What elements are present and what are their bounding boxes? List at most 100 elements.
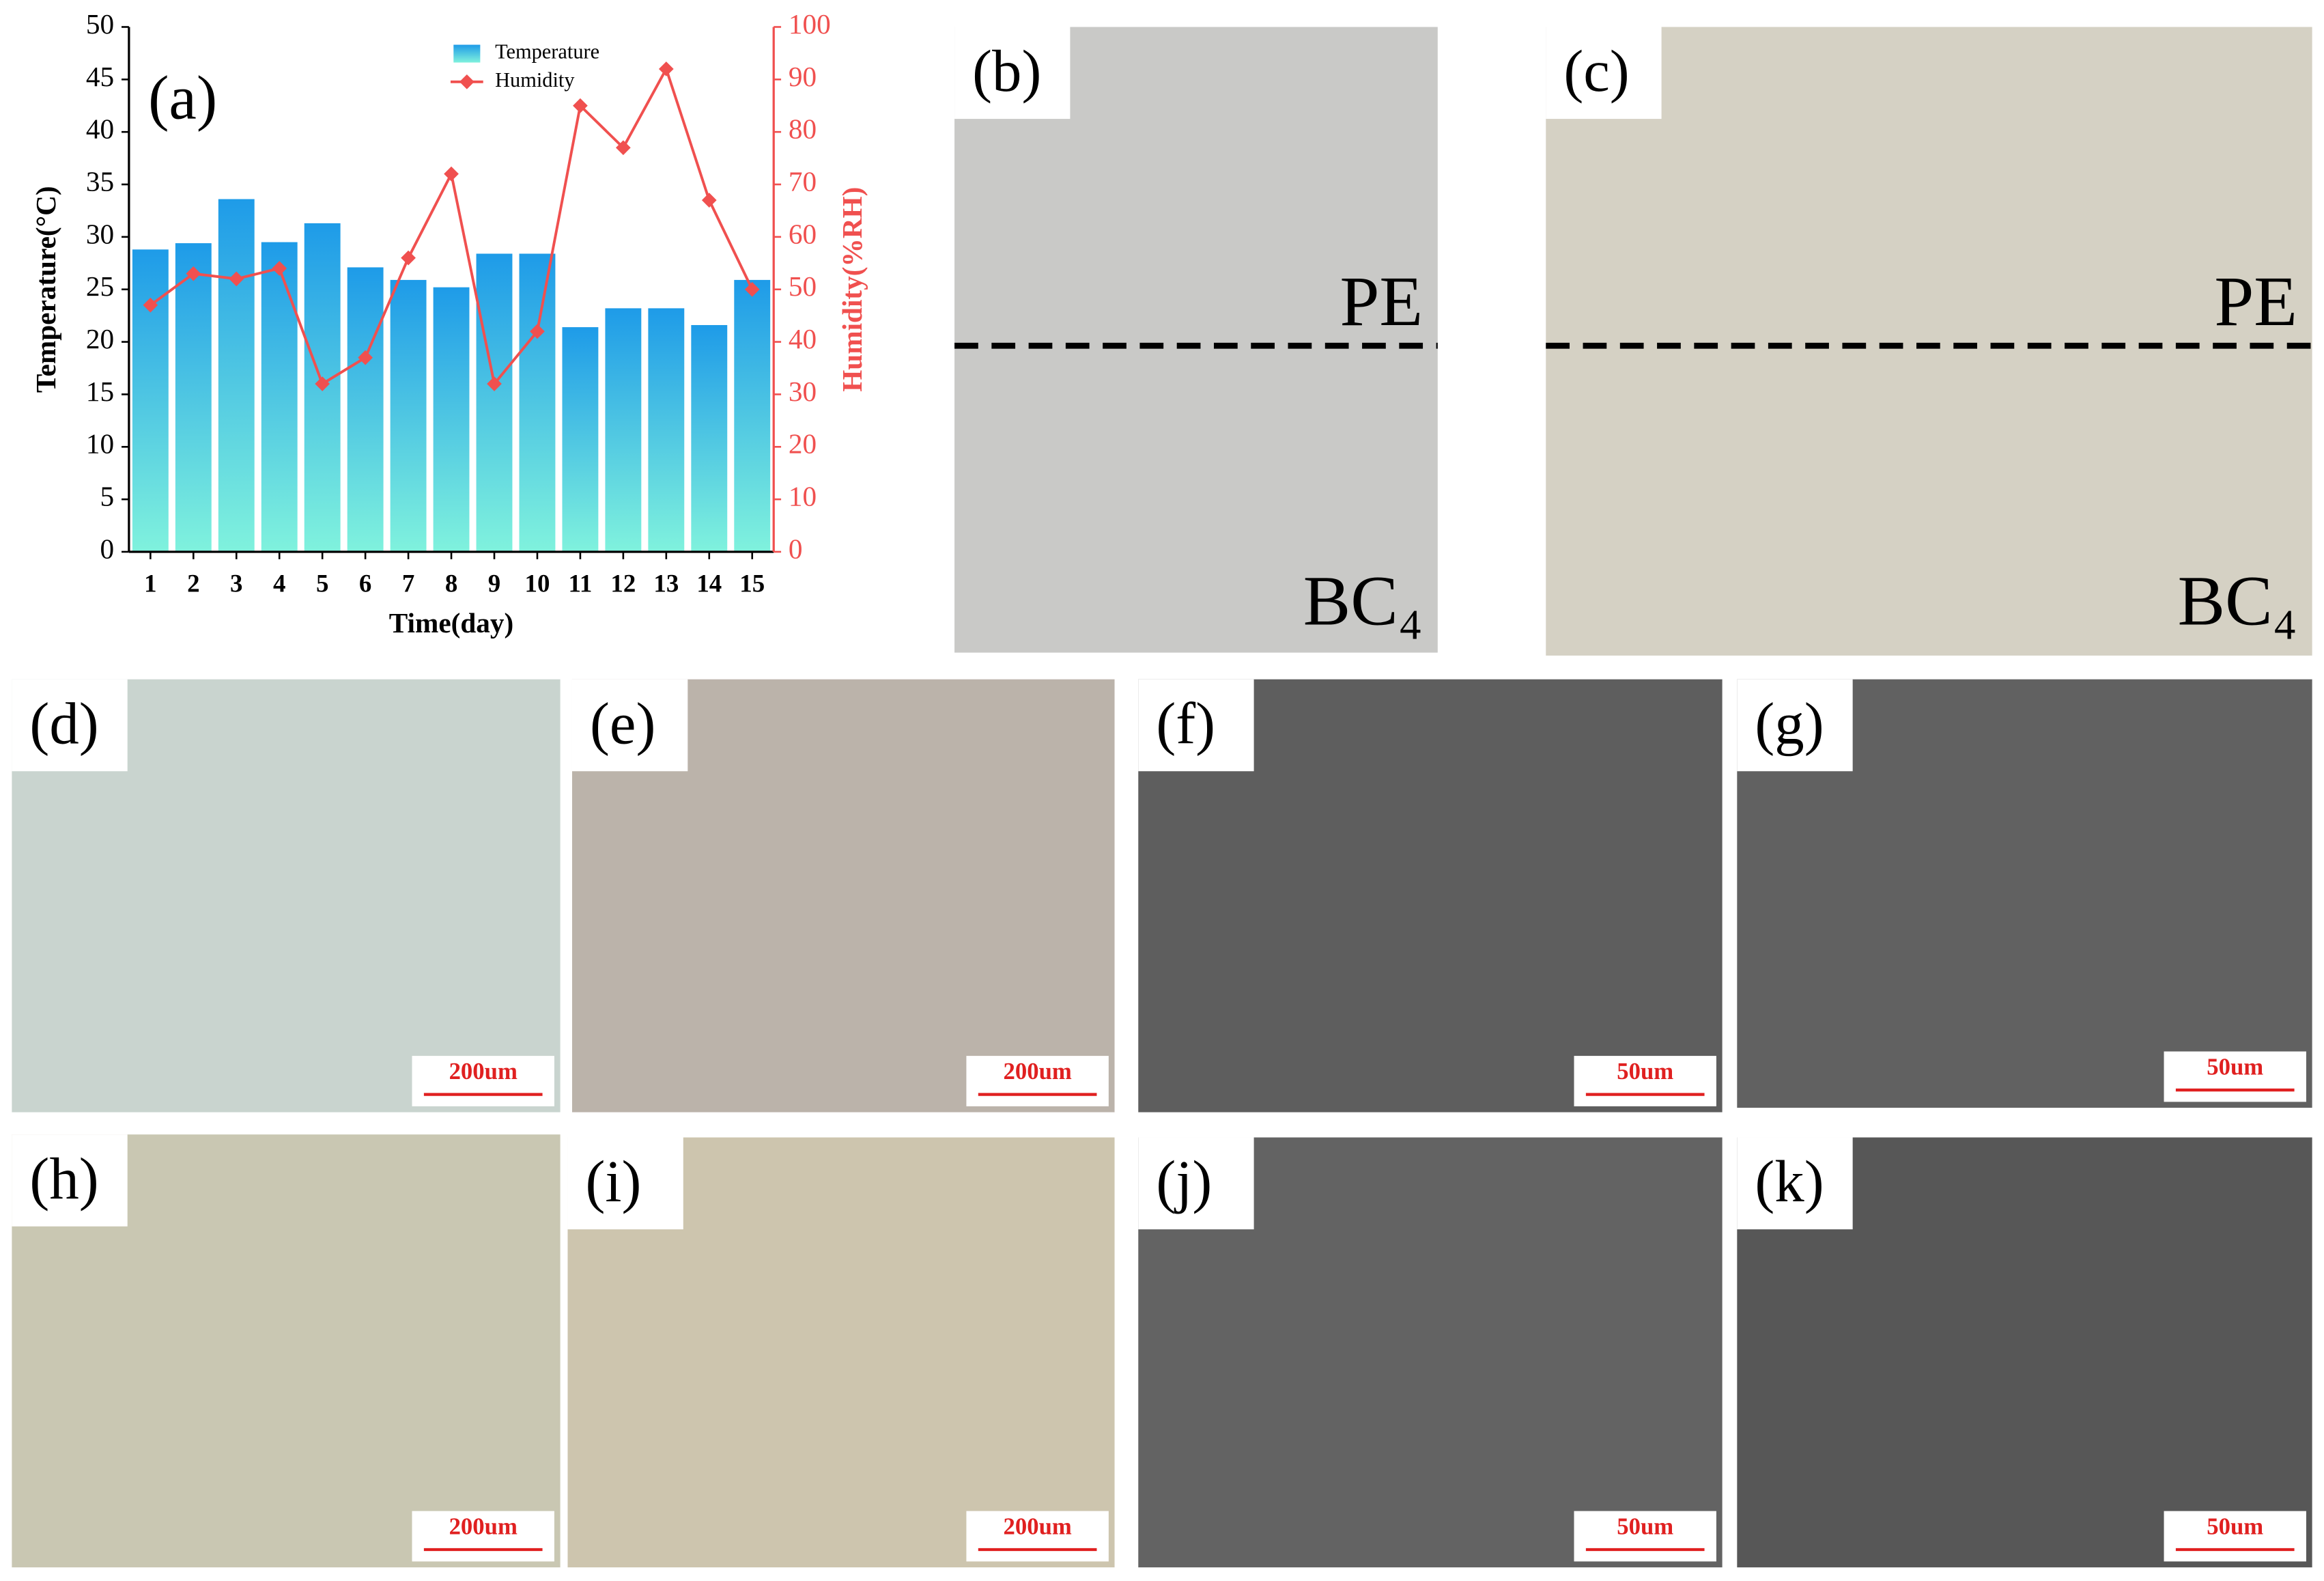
y-tick-label: 10 <box>86 428 114 460</box>
label-box <box>954 27 1071 120</box>
humidity-marker <box>272 261 287 276</box>
humidity-marker <box>186 266 201 281</box>
panel-label: (b) <box>972 38 1041 104</box>
scale-label: 200um <box>449 1513 518 1540</box>
legend-marker <box>459 74 474 89</box>
label-box <box>1737 1137 1853 1230</box>
scale-label: 50um <box>2207 1513 2263 1540</box>
x-tick-label: 6 <box>359 569 371 597</box>
bar <box>218 199 255 552</box>
legend-label: Humidity <box>495 68 575 92</box>
x-tick-label: 8 <box>445 569 457 597</box>
bar <box>734 279 771 552</box>
humidity-marker <box>444 166 459 182</box>
sample-label: BC₄ <box>1303 561 1423 640</box>
bar <box>562 327 599 552</box>
sample-label: BC₄ <box>2178 561 2297 640</box>
y2-tick-label: 30 <box>789 376 817 407</box>
humidity-marker <box>701 193 717 208</box>
x-tick-label: 3 <box>230 569 242 597</box>
x-tick-label: 5 <box>316 569 328 597</box>
scale-label: 200um <box>449 1058 518 1085</box>
x-axis-title: Time(day) <box>389 607 513 639</box>
panel-label: (i) <box>586 1149 642 1214</box>
sample-label: PE <box>2214 262 2297 341</box>
bar <box>691 324 728 552</box>
bar <box>347 267 384 552</box>
humidity-marker <box>229 271 244 287</box>
photo <box>1546 27 2312 656</box>
scale-box <box>966 1056 1109 1106</box>
y-tick-label: 15 <box>86 376 114 407</box>
label-box <box>12 1134 128 1227</box>
y-tick-label: 40 <box>86 113 114 145</box>
y2-tick-label: 20 <box>789 428 817 460</box>
scale-box <box>1574 1056 1716 1106</box>
y2-tick-label: 90 <box>789 61 817 92</box>
bar <box>648 308 685 552</box>
panel-label: (g) <box>1755 690 1824 756</box>
y-tick-label: 30 <box>86 218 114 249</box>
label-box <box>1138 1137 1254 1230</box>
humidity-marker <box>315 376 330 391</box>
legend-swatch <box>453 44 481 63</box>
sample-label: PE <box>1340 262 1423 341</box>
bar <box>519 253 556 552</box>
x-tick-label: 11 <box>568 569 592 597</box>
x-tick-label: 1 <box>144 569 156 597</box>
legend-label: Temperature <box>495 40 599 64</box>
label-box <box>1138 679 1254 772</box>
panel-label: (j) <box>1156 1149 1212 1214</box>
x-tick-label: 7 <box>402 569 414 597</box>
y2-tick-label: 40 <box>789 323 817 354</box>
bar <box>175 243 212 552</box>
x-tick-label: 14 <box>696 569 722 597</box>
y-tick-label: 20 <box>86 323 114 354</box>
y-tick-label: 35 <box>86 165 114 197</box>
humidity-marker <box>487 376 502 391</box>
scale-label: 200um <box>1003 1058 1071 1085</box>
scale-box <box>966 1511 1109 1562</box>
y2-tick-label: 50 <box>789 270 817 302</box>
bar <box>261 242 298 552</box>
scale-label: 50um <box>1617 1058 1673 1085</box>
panel-label: (d) <box>29 690 98 756</box>
y-tick-label: 0 <box>100 533 115 564</box>
label-box <box>12 679 128 772</box>
y2-tick-label: 80 <box>789 113 817 145</box>
y-tick-label: 50 <box>86 8 114 40</box>
scale-box <box>1574 1511 1716 1562</box>
y-tick-label: 25 <box>86 270 114 302</box>
humidity-marker <box>616 140 631 156</box>
x-tick-label: 4 <box>273 569 285 597</box>
x-tick-label: 9 <box>488 569 500 597</box>
scale-box <box>412 1056 554 1106</box>
label-box <box>1737 679 1853 772</box>
humidity-marker <box>358 350 373 365</box>
y2-tick-label: 60 <box>789 218 817 249</box>
panel-label: (a) <box>148 63 217 132</box>
chart: 1 2 3 4 5 6 7 8 9 10 11 12 13 14 150510152025303540455… <box>30 8 868 639</box>
scale-label: 50um <box>1617 1513 1673 1540</box>
humidity-marker <box>573 98 588 113</box>
y2-axis-title: Humidity(%RH) <box>836 187 868 392</box>
y2-tick-label: 10 <box>789 481 817 512</box>
photo <box>954 27 1438 653</box>
bar <box>476 253 513 552</box>
scale-label: 200um <box>1003 1513 1071 1540</box>
scale-box <box>412 1511 554 1562</box>
panel-label: (c) <box>1563 38 1629 104</box>
panel-label: (f) <box>1156 690 1215 756</box>
x-tick-label: 12 <box>610 569 636 597</box>
scale-box <box>2164 1511 2306 1562</box>
y-axis-title: Temperature(°C) <box>30 186 62 393</box>
label-box <box>567 1137 683 1230</box>
humidity-marker <box>143 297 158 313</box>
bar <box>605 308 642 552</box>
bar <box>433 287 470 552</box>
panel-label: (e) <box>590 690 655 756</box>
humidity-marker <box>401 250 416 266</box>
label-box <box>1546 27 1662 120</box>
